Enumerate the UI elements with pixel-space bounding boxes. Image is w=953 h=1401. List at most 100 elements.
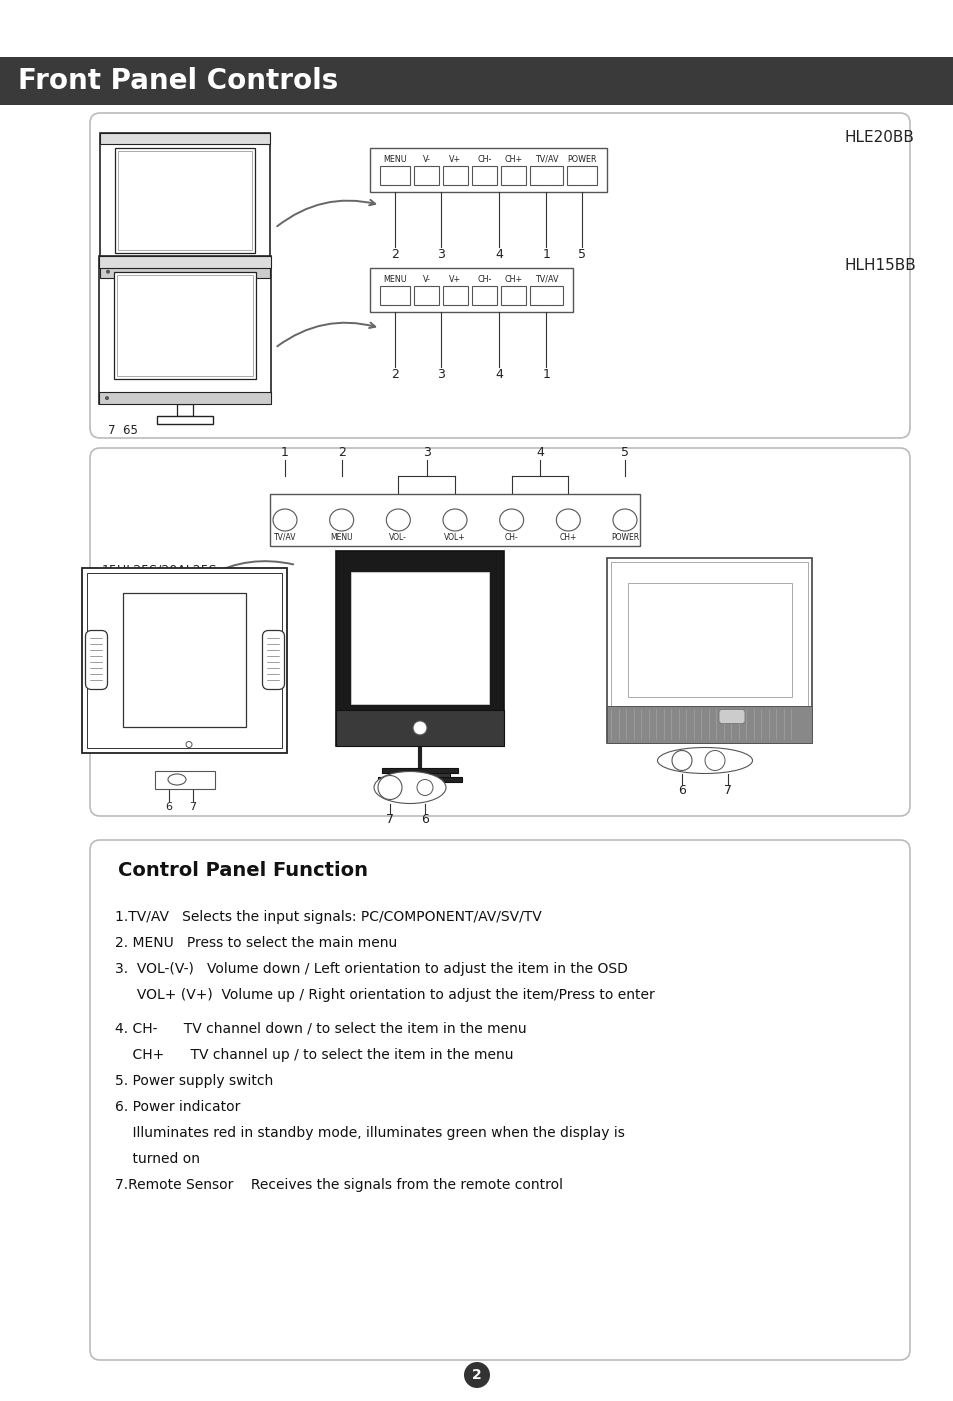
Text: CH+: CH+ (504, 154, 522, 164)
Bar (335, 551, 503, 745)
Bar (351, 572, 488, 705)
Bar (0, 57, 953, 105)
Bar (500, 286, 525, 305)
Text: 7.Remote Sensor    Receives the signals from the remote control: 7.Remote Sensor Receives the signals fro… (115, 1178, 562, 1192)
Text: 6: 6 (165, 801, 172, 811)
Ellipse shape (442, 509, 467, 531)
Bar (270, 495, 639, 546)
Text: V-: V- (422, 154, 430, 164)
Text: 4. CH-      TV channel down / to select the item in the menu: 4. CH- TV channel down / to select the i… (115, 1021, 526, 1035)
Bar (472, 165, 497, 185)
Text: CH+: CH+ (559, 532, 577, 542)
Bar (611, 562, 807, 738)
Text: 7  6: 7 6 (108, 378, 131, 391)
Text: TV/AV: TV/AV (274, 532, 296, 542)
Text: 3: 3 (422, 446, 430, 458)
Bar (607, 558, 812, 743)
Text: V+: V+ (449, 154, 461, 164)
Bar (370, 268, 573, 312)
Bar (154, 771, 214, 789)
Text: 4: 4 (495, 367, 502, 381)
Circle shape (671, 751, 691, 771)
Text: 15HL25S/20AL25S: 15HL25S/20AL25S (102, 563, 217, 576)
Ellipse shape (386, 509, 410, 531)
Text: 2: 2 (472, 1367, 481, 1381)
Text: 1: 1 (281, 446, 289, 458)
Ellipse shape (374, 772, 446, 804)
FancyBboxPatch shape (90, 113, 909, 439)
Bar (414, 165, 438, 185)
Text: CH-: CH- (476, 154, 491, 164)
Ellipse shape (330, 509, 354, 531)
Text: 4: 4 (495, 248, 502, 261)
Bar (157, 416, 213, 425)
Text: HLE20BB: HLE20BB (844, 130, 914, 146)
Bar (500, 165, 525, 185)
Bar (566, 165, 597, 185)
Text: 3: 3 (436, 248, 444, 261)
Bar (530, 165, 562, 185)
Bar (99, 256, 271, 268)
Text: 5: 5 (620, 446, 628, 458)
Text: 6. Power indicator: 6. Power indicator (115, 1100, 240, 1114)
Text: 7: 7 (190, 801, 196, 811)
Text: 1: 1 (542, 248, 550, 261)
Bar (335, 710, 503, 745)
Circle shape (704, 751, 724, 771)
Text: CH+: CH+ (504, 275, 522, 283)
Text: CH+      TV channel up / to select the item in the menu: CH+ TV channel up / to select the item i… (115, 1048, 513, 1062)
Text: CH-: CH- (476, 275, 491, 283)
Bar (607, 706, 812, 743)
Ellipse shape (613, 509, 637, 531)
Text: turned on: turned on (115, 1152, 200, 1166)
Text: 2: 2 (337, 446, 345, 458)
Ellipse shape (273, 509, 296, 531)
Text: 7  65: 7 65 (108, 423, 138, 437)
Circle shape (416, 779, 433, 796)
Bar (472, 286, 497, 305)
Bar (115, 149, 254, 252)
Bar (390, 772, 450, 776)
Bar (381, 768, 457, 772)
Bar (117, 275, 253, 375)
FancyBboxPatch shape (86, 630, 108, 689)
Bar (123, 594, 246, 727)
Bar (177, 277, 193, 290)
Text: POWER: POWER (567, 154, 597, 164)
Text: Illuminates red in standby mode, illuminates green when the display is: Illuminates red in standby mode, illumin… (115, 1126, 624, 1140)
FancyBboxPatch shape (719, 709, 744, 723)
Bar (377, 776, 461, 782)
Text: 2: 2 (391, 367, 398, 381)
Text: 3.  VOL-(V-)   Volume down / Left orientation to adjust the item in the OSD: 3. VOL-(V-) Volume down / Left orientati… (115, 962, 627, 976)
Ellipse shape (413, 722, 427, 736)
Text: V+: V+ (449, 275, 461, 283)
Bar (370, 149, 606, 192)
FancyBboxPatch shape (262, 630, 284, 689)
Bar (177, 403, 193, 416)
Text: TV/AV: TV/AV (535, 275, 558, 283)
Text: V-: V- (422, 275, 430, 283)
Circle shape (463, 1362, 490, 1388)
Text: HLH19BB: HLH19BB (350, 565, 416, 579)
Text: VOL+: VOL+ (444, 532, 465, 542)
Ellipse shape (657, 748, 752, 773)
Text: VOL+ (V+)  Volume up / Right orientation to adjust the item/Press to enter: VOL+ (V+) Volume up / Right orientation … (115, 988, 654, 1002)
Text: 2. MENU   Press to select the main menu: 2. MENU Press to select the main menu (115, 936, 396, 950)
Text: HLH15BB: HLH15BB (844, 258, 916, 273)
Text: MENU: MENU (383, 275, 406, 283)
Text: CH-: CH- (504, 532, 518, 542)
Text: 1: 1 (542, 367, 550, 381)
Bar (88, 573, 282, 748)
Text: MENU: MENU (383, 154, 406, 164)
Circle shape (186, 741, 192, 748)
Text: HLH19W: HLH19W (659, 565, 720, 579)
Text: 1.TV/AV   Selects the input signals: PC/COMPONENT/AV/SV/TV: 1.TV/AV Selects the input signals: PC/CO… (115, 911, 541, 925)
Text: MENU: MENU (330, 532, 353, 542)
Bar (99, 392, 271, 403)
Text: 7: 7 (723, 785, 731, 797)
Text: 5: 5 (578, 248, 585, 261)
Text: 7: 7 (386, 813, 394, 827)
Text: Control Panel Function: Control Panel Function (118, 860, 368, 880)
Bar (442, 286, 468, 305)
Text: 5. Power supply switch: 5. Power supply switch (115, 1075, 273, 1089)
